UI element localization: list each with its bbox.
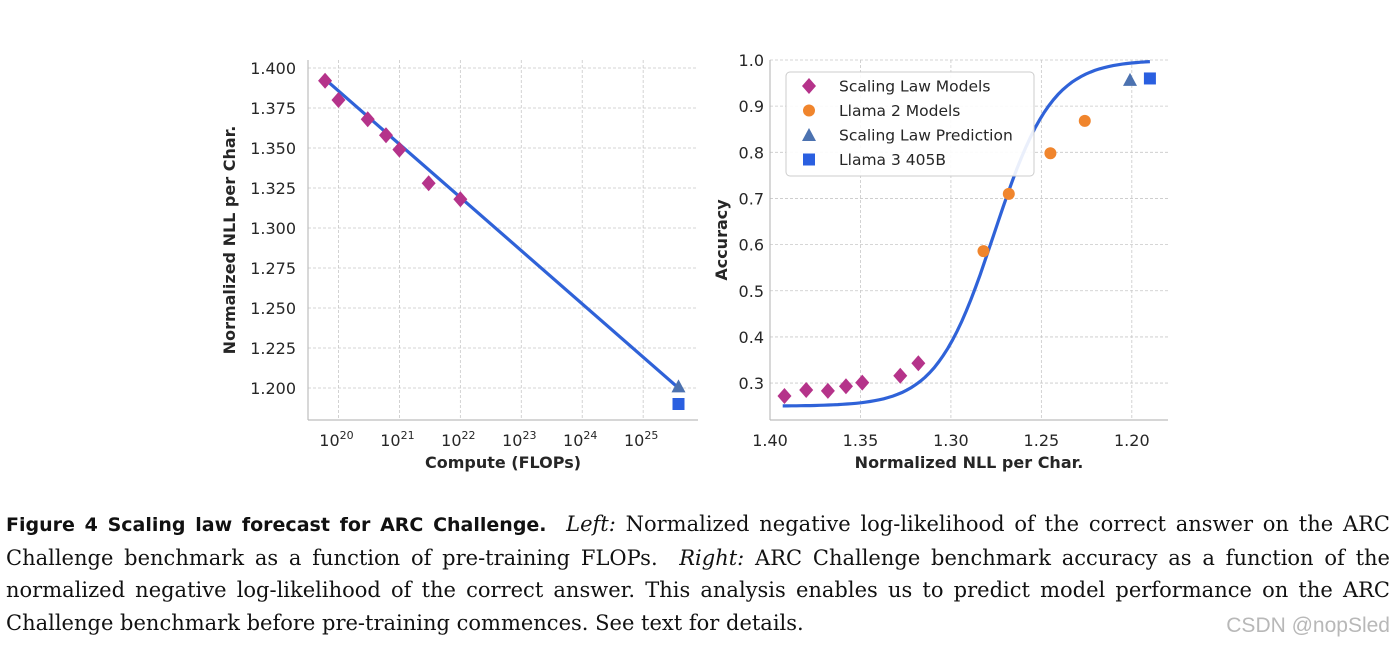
- figure-4: 1020 1021 1022 1023 1024 1025 1.400 1.375 1.350 1…: [220, 51, 1168, 472]
- left-y-tick-label: 1.400: [250, 59, 296, 78]
- left-x-tick-exponent: 22: [462, 429, 476, 442]
- left-y-tick-label: 1.300: [250, 219, 296, 238]
- left-y-tick-label: 1.200: [250, 379, 296, 398]
- caption-right-label: Right:: [679, 545, 745, 570]
- left-x-tick-exponent: 23: [522, 429, 536, 442]
- left-x-tick-label: 1025: [624, 429, 658, 450]
- left-scaling-law-models-marker: [318, 72, 333, 89]
- left-y-tick-label: 1.275: [250, 259, 296, 278]
- right-scaling-law-models-marker: [777, 388, 792, 404]
- caption-title: Figure 4 Scaling law forecast for ARC Ch…: [6, 514, 547, 536]
- left-scaling-law-models-marker: [360, 111, 375, 128]
- right-x-tick-label: 1.20: [1114, 431, 1150, 450]
- left-x-axis-label: Compute (FLOPs): [425, 453, 581, 472]
- legend-llama-3-405b-swatch: [803, 153, 815, 166]
- right-y-tick-label: 0.5: [739, 282, 764, 301]
- right-x-axis-label: Normalized NLL per Char.: [855, 453, 1084, 472]
- figure-caption: Figure 4 Scaling law forecast for ARC Ch…: [6, 508, 1390, 639]
- right-scaling-law-prediction-marker: [1123, 72, 1138, 86]
- right-x-tick-label: 1.30: [933, 431, 969, 450]
- legend-scaling-law-models-swatch: [802, 78, 816, 94]
- right-scaling-law-models-marker: [893, 367, 908, 384]
- left-x-tick-exponent: 25: [644, 429, 658, 442]
- legend-llama-2-models-swatch: [803, 104, 815, 117]
- left-x-tick-label: 1022: [441, 429, 475, 450]
- left-x-tick-label: 1023: [502, 429, 536, 450]
- legend-label: Llama 3 405B: [839, 151, 946, 169]
- right-llama-2-models-marker: [1078, 114, 1091, 127]
- left-x-tick-label: 1020: [319, 429, 353, 450]
- left-scaling-law-prediction-marker: [671, 379, 686, 393]
- right-x-tick-label: 1.25: [1024, 431, 1060, 450]
- caption-right-text: ARC Challenge benchmark accuracy as a fu…: [6, 545, 1390, 635]
- left-x-tick-label: 1024: [563, 429, 597, 450]
- right-scaling-law-models-marker: [855, 374, 870, 391]
- right-x-tick-label: 1.35: [843, 431, 879, 450]
- right-scaling-law-models-marker: [799, 382, 814, 398]
- left-llama-3-405b-marker: [672, 398, 685, 410]
- left-y-tick-label: 1.250: [250, 299, 296, 318]
- right-y-tick-label: 0.7: [739, 189, 764, 208]
- left-scaling-law-models-marker: [379, 127, 393, 144]
- right-x-tick-label: 1.40: [752, 431, 788, 450]
- right-y-tick-label: 0.9: [739, 97, 764, 116]
- right-llama-3-405b-marker: [1143, 72, 1156, 85]
- left-y-tick-label: 1.225: [250, 339, 296, 358]
- left-scaling-law-models-marker: [392, 141, 407, 158]
- right-y-tick-label: 1.0: [739, 51, 764, 70]
- right-legend: Scaling Law Models Llama 2 Models Scaling …: [785, 71, 1035, 177]
- right-scaling-law-models-marker: [820, 382, 835, 399]
- right-y-axis-label: Accuracy: [712, 199, 731, 281]
- right-sigmoid-fit-curve: [782, 60, 1151, 408]
- right-y-tick-label: 0.3: [739, 374, 764, 393]
- left-y-tick-label: 1.375: [250, 99, 296, 118]
- left-y-axis-label: Normalized NLL per Char.: [220, 126, 239, 355]
- legend-label: Scaling Law Models: [839, 78, 990, 96]
- left-y-tick-label: 1.325: [250, 179, 296, 198]
- right-scaling-law-models-marker: [838, 378, 853, 395]
- legend-scaling-law-prediction-swatch: [802, 128, 816, 141]
- right-llama-2-models-marker: [977, 245, 990, 258]
- left-x-tick-exponent: 21: [401, 429, 415, 442]
- left-x-tick-exponent: 20: [340, 429, 354, 442]
- legend-box: [785, 71, 1035, 177]
- left-x-tick-label: 1021: [380, 429, 414, 450]
- legend-label: Llama 2 Models: [839, 102, 960, 120]
- legend-label: Scaling Law Prediction: [839, 127, 1013, 145]
- left-y-tick-label: 1.350: [250, 139, 296, 158]
- right-y-tick-label: 0.6: [739, 236, 764, 255]
- left-fit-line: [324, 77, 680, 390]
- right-panel: 1.40 1.35 1.30 1.25 1.20 1.0 0.9 0.8 0.7 0.6 0.5 0.…: [712, 51, 1168, 472]
- caption-left-text: Normalized negative log-likelihood of th…: [6, 512, 1390, 570]
- left-scaling-law-models-marker: [453, 191, 468, 208]
- left-scaling-law-models-marker: [421, 175, 436, 192]
- right-y-tick-label: 0.4: [739, 328, 764, 347]
- right-scaling-law-models-marker: [911, 355, 926, 372]
- caption-left-label: Left:: [566, 512, 616, 536]
- left-panel: 1020 1021 1022 1023 1024 1025 1.400 1.375 1.350 1…: [220, 59, 698, 472]
- left-scaling-law-models-marker: [331, 92, 346, 108]
- left-x-tick-exponent: 24: [583, 429, 597, 442]
- right-y-tick-label: 0.8: [739, 143, 764, 162]
- watermark: CSDN @nopSled: [1220, 614, 1390, 638]
- right-llama-2-models-marker: [1044, 147, 1057, 160]
- right-llama-2-models-marker: [1002, 187, 1015, 200]
